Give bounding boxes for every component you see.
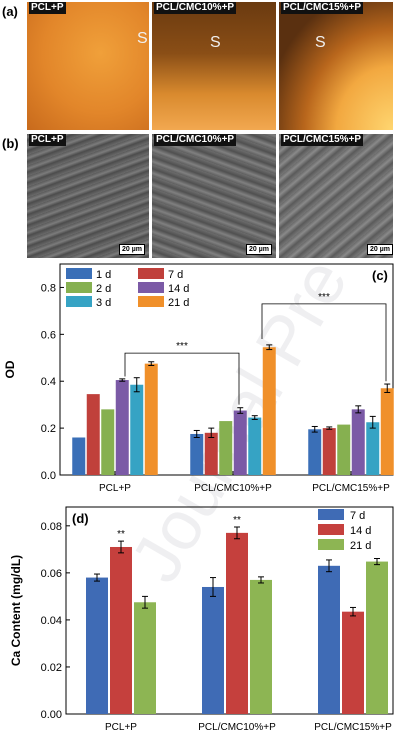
bar xyxy=(144,363,158,475)
sem-image-pcl-p: PCL+P 20 µm xyxy=(27,134,149,258)
bar xyxy=(202,586,224,714)
bar xyxy=(110,546,132,714)
scale-bar: 20 µm xyxy=(246,244,272,255)
bar xyxy=(366,422,380,475)
x-tick-label: PCL/CMC10%+P xyxy=(198,722,276,733)
bar xyxy=(308,429,322,475)
legend-label: 14 d xyxy=(350,525,371,537)
bar xyxy=(248,417,262,475)
bar xyxy=(86,394,100,475)
x-tick-label: PCL+P xyxy=(99,483,131,494)
significance-bracket xyxy=(124,352,240,405)
legend-swatch xyxy=(138,282,164,293)
s-label: S xyxy=(137,30,148,47)
bar xyxy=(342,611,364,714)
bar xyxy=(86,577,108,714)
significance-bracket xyxy=(261,303,387,382)
significance-label: *** xyxy=(176,341,188,352)
y-tick-label: 0.4 xyxy=(41,376,56,388)
sem-image-pcl-cmc10: PCL/CMC10%+P 20 µm xyxy=(152,134,276,258)
bar xyxy=(226,532,248,714)
y-axis-label: OD xyxy=(3,360,17,378)
sem-image-pcl-cmc15: PCL/CMC15%+P 20 µm xyxy=(279,134,393,258)
legend-swatch xyxy=(66,282,92,293)
bar xyxy=(351,409,365,475)
bar xyxy=(262,347,276,475)
tile-label: PCL+P xyxy=(29,2,66,14)
legend-label: 21 d xyxy=(168,297,189,309)
bar xyxy=(190,433,204,475)
legend-swatch xyxy=(66,296,92,307)
x-tick-label: PCL/CMC10%+P xyxy=(194,483,272,494)
y-tick-label: 0.00 xyxy=(41,709,62,721)
legend-label: 21 d xyxy=(350,540,371,552)
bar xyxy=(322,428,336,475)
panel-b-letter: (b) xyxy=(2,136,19,151)
y-tick-label: 0.06 xyxy=(41,568,62,580)
scale-bar: 20 µm xyxy=(367,244,393,255)
panel-letter: (c) xyxy=(372,268,388,283)
optical-image-pcl-cmc15: PCL/CMC15%+P S xyxy=(279,2,393,130)
bar xyxy=(250,579,272,714)
bar xyxy=(219,421,233,475)
y-tick-label: 0.04 xyxy=(41,615,62,627)
x-tick-label: PCL/CMC15%+P xyxy=(314,722,392,733)
legend-label: 1 d xyxy=(96,269,111,281)
legend-swatch xyxy=(66,268,92,279)
x-tick-label: PCL/CMC15%+P xyxy=(312,483,390,494)
y-tick-label: 0.6 xyxy=(41,329,56,341)
y-tick-label: 0.8 xyxy=(41,282,56,294)
bar xyxy=(101,409,115,475)
bar xyxy=(380,388,394,475)
legend-swatch xyxy=(318,524,344,535)
s-label: S xyxy=(210,34,221,51)
y-tick-label: 0.02 xyxy=(41,662,62,674)
x-tick-label: PCL+P xyxy=(105,722,137,733)
y-axis-label: Ca Content (mg/dL) xyxy=(9,555,23,666)
y-tick-label: 0.0 xyxy=(41,470,56,482)
bar xyxy=(134,602,156,714)
optical-image-pcl-p: PCL+P S xyxy=(27,2,149,130)
chart-d: 0.00 0.02 0.04 0.06 0.08 Ca Content (mg/dL) PC… xyxy=(9,506,394,733)
legend-swatch xyxy=(318,509,344,520)
bar xyxy=(318,565,340,714)
optical-image-pcl-cmc10: PCL/CMC10%+P S xyxy=(152,2,276,130)
significance-label: *** xyxy=(318,292,330,303)
legend-label: 3 d xyxy=(96,297,111,309)
s-label: S xyxy=(315,34,326,51)
legend-label: 7 d xyxy=(168,269,183,281)
y-tick-label: 0.2 xyxy=(41,423,56,435)
significance-label: ** xyxy=(117,529,125,540)
legend-label: 7 d xyxy=(350,510,365,522)
scale-bar: 20 µm xyxy=(119,244,145,255)
bar xyxy=(366,561,388,714)
bar xyxy=(130,384,144,475)
tile-label: PCL+P xyxy=(29,134,66,146)
legend-swatch xyxy=(318,539,344,550)
legend-label: 14 d xyxy=(168,283,189,295)
chart-c: 0.0 0.2 0.4 0.6 0.8 OD PCL+P PCL/CMC10%+P PCL/CM… xyxy=(3,263,394,494)
panel-letter: (d) xyxy=(72,511,89,526)
tile-label: PCL/CMC10%+P xyxy=(154,134,237,146)
panel-a-letter: (a) xyxy=(2,4,18,19)
tile-label: PCL/CMC15%+P xyxy=(281,134,364,146)
bar xyxy=(115,380,129,475)
legend-swatch xyxy=(138,296,164,307)
bar xyxy=(72,437,86,475)
legend-label: 2 d xyxy=(96,283,111,295)
tile-label: PCL/CMC10%+P xyxy=(154,2,237,14)
legend-swatch xyxy=(138,268,164,279)
significance-label: ** xyxy=(233,515,241,526)
bar xyxy=(204,432,218,475)
y-tick-label: 0.08 xyxy=(41,521,62,533)
bar xyxy=(337,424,351,475)
bar xyxy=(233,410,247,475)
tile-label: PCL/CMC15%+P xyxy=(281,2,364,14)
